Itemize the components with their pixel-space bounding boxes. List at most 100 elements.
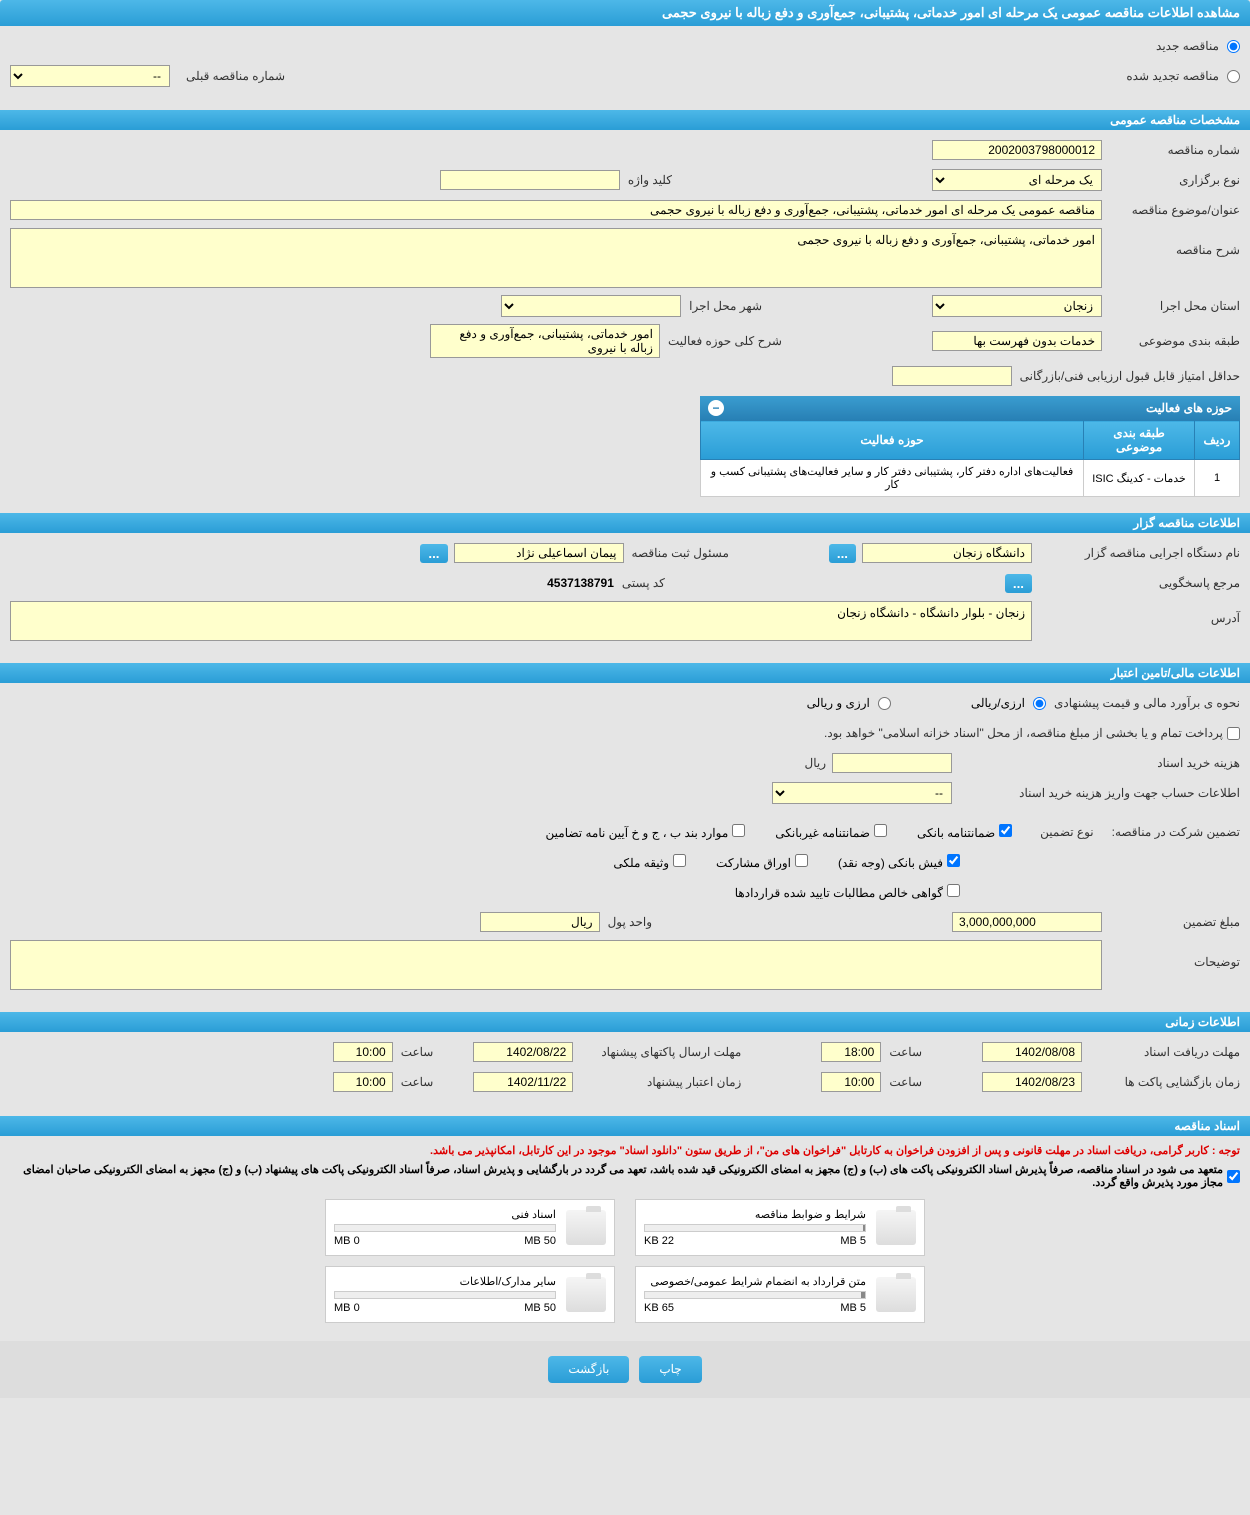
- select-account[interactable]: --: [772, 782, 952, 804]
- field-subject: مناقصه عمومی یک مرحله ای امور خدماتی، پش…: [10, 200, 1102, 220]
- select-prev-number[interactable]: --: [10, 65, 170, 87]
- commitment-text: متعهد می شود در اسناد مناقصه، صرفاً پذیر…: [10, 1163, 1223, 1189]
- label-receive-time-lbl: ساعت: [889, 1045, 922, 1059]
- chk-property[interactable]: [673, 854, 686, 867]
- field-org-name: دانشگاه زنجان: [862, 543, 1032, 563]
- field-responsible: پیمان اسماعیلی نژاد: [454, 543, 624, 563]
- label-notes: توضیحات: [1110, 940, 1240, 969]
- chk-securities[interactable]: [795, 854, 808, 867]
- label-doc-cost: هزینه خرید اسناد: [960, 756, 1240, 770]
- field-postal: 4537138791: [547, 576, 614, 590]
- label-rial-option: ارزی/ریالی: [971, 696, 1025, 710]
- field-open-date: 1402/08/23: [982, 1072, 1082, 1092]
- field-submit-date: 1402/08/22: [473, 1042, 573, 1062]
- file1-total: 5 MB: [840, 1235, 866, 1247]
- label-open-time-lbl: ساعت: [889, 1075, 922, 1089]
- chk-nonbank[interactable]: [874, 824, 887, 837]
- label-responsible: مسئول ثبت مناقصه: [632, 546, 729, 560]
- label-min-score: حداقل امتیاز قابل قبول ارزیابی فنی/بازرگ…: [1020, 369, 1240, 383]
- chk-cases[interactable]: [732, 824, 745, 837]
- label-number: شماره مناقصه: [1110, 143, 1240, 157]
- select-city[interactable]: [501, 295, 681, 317]
- field-activity-desc: امور خدماتی، پشتیبانی، جمع‌آوری و دفع زب…: [430, 324, 660, 358]
- label-validity: زمان اعتبار پیشنهاد: [581, 1075, 741, 1089]
- chk-receipt[interactable]: [947, 854, 960, 867]
- label-account: اطلاعات حساب جهت واریز هزینه خرید اسناد: [960, 786, 1240, 800]
- label-unit: واحد پول: [608, 915, 652, 929]
- print-button[interactable]: چاپ: [639, 1356, 701, 1383]
- label-subject: عنوان/موضوع مناقصه: [1110, 203, 1240, 217]
- label-guarantee: تضمین شرکت در مناقصه:: [1112, 825, 1240, 839]
- file1-title: شرایط و ضوابط مناقصه: [644, 1208, 866, 1221]
- file-box-2[interactable]: اسناد فنی 50 MB 0 MB: [325, 1199, 615, 1256]
- label-renewed-tender: مناقصه تجدید شده: [1126, 69, 1219, 83]
- field-amount: 3,000,000,000: [952, 912, 1102, 932]
- select-province[interactable]: زنجان: [932, 295, 1102, 317]
- label-activity-desc: شرح کلی حوزه فعالیت: [668, 334, 782, 348]
- file-box-4[interactable]: سایر مدارک/اطلاعات 50 MB 0 MB: [325, 1266, 615, 1323]
- label-postal: کد پستی: [622, 576, 665, 590]
- label-chk-securities: اوراق مشارکت: [716, 856, 791, 870]
- label-chk-receipt: فیش بانکی (وجه نقد): [838, 856, 943, 870]
- select-holding-type[interactable]: یک مرحله ای: [932, 169, 1102, 191]
- th-row: ردیف: [1195, 421, 1240, 460]
- activities-header: حوزه های فعالیت −: [700, 396, 1240, 420]
- file-box-1[interactable]: شرایط و ضوابط مناقصه 5 MB 22 KB: [635, 1199, 925, 1256]
- field-open-time: 10:00: [821, 1072, 881, 1092]
- folder-icon: [876, 1277, 916, 1312]
- file-box-3[interactable]: متن قرارداد به انضمام شرایط عمومی/خصوصی …: [635, 1266, 925, 1323]
- back-button[interactable]: بازگشت: [548, 1356, 629, 1383]
- label-province: استان محل اجرا: [1110, 299, 1240, 313]
- section-general: مشخصات مناقصه عمومی: [0, 110, 1250, 130]
- label-estimate: نحوه ی برآورد مالی و قیمت پیشنهادی: [1054, 696, 1240, 710]
- section-timing: اطلاعات زمانی: [0, 1012, 1250, 1032]
- label-org-name: نام دستگاه اجرایی مناقصه گزار: [1040, 546, 1240, 560]
- file2-title: اسناد فنی: [334, 1208, 556, 1221]
- field-category: خدمات بدون فهرست بها: [932, 331, 1102, 351]
- chk-certificate[interactable]: [947, 884, 960, 897]
- field-validity-date: 1402/11/22: [473, 1072, 573, 1092]
- reference-lookup-button[interactable]: ...: [1005, 574, 1032, 593]
- radio-renewed-tender[interactable]: [1227, 70, 1240, 83]
- th-category: طبقه بندی موضوعی: [1084, 421, 1195, 460]
- org-lookup-button[interactable]: ...: [829, 544, 856, 563]
- radio-rial[interactable]: [1033, 697, 1046, 710]
- field-notes: [10, 940, 1102, 990]
- file2-used: 0 MB: [334, 1235, 360, 1247]
- section-financial: اطلاعات مالی/تامین اعتبار: [0, 663, 1250, 683]
- label-address: آدرس: [1040, 601, 1240, 625]
- label-reference: مرجع پاسخگویی: [1040, 576, 1240, 590]
- file2-total: 50 MB: [524, 1235, 556, 1247]
- radio-currency[interactable]: [878, 697, 891, 710]
- folder-icon: [566, 1277, 606, 1312]
- label-submit-deadline: مهلت ارسال پاکتهای پیشنهاد: [581, 1045, 741, 1059]
- label-chk-bank: ضمانتنامه بانکی: [917, 826, 995, 840]
- checkbox-treasury[interactable]: [1227, 727, 1240, 740]
- file4-title: سایر مدارک/اطلاعات: [334, 1275, 556, 1288]
- label-receive-deadline: مهلت دریافت اسناد: [1090, 1045, 1240, 1059]
- activities-table: ردیف طبقه بندی موضوعی حوزه فعالیت 1 خدما…: [700, 420, 1240, 497]
- collapse-icon[interactable]: −: [708, 400, 724, 416]
- radio-new-tender[interactable]: [1227, 40, 1240, 53]
- label-chk-nonbank: ضمانتنامه غیربانکی: [775, 826, 870, 840]
- chk-bank[interactable]: [999, 824, 1012, 837]
- label-description: شرح مناقصه: [1110, 228, 1240, 257]
- field-unit: ریال: [480, 912, 600, 932]
- responsible-lookup-button[interactable]: ...: [420, 544, 447, 563]
- file3-title: متن قرارداد به انضمام شرایط عمومی/خصوصی: [644, 1275, 866, 1288]
- table-row: 1 خدمات - کدینگ ISIC فعالیت‌های اداره دف…: [701, 460, 1240, 497]
- label-chk-cases: موارد بند ب ، ج و خ آیین نامه تضامین: [546, 826, 729, 840]
- checkbox-commitment[interactable]: [1227, 1170, 1240, 1183]
- field-submit-time: 10:00: [333, 1042, 393, 1062]
- field-validity-time: 10:00: [333, 1072, 393, 1092]
- file3-used: 65 KB: [644, 1302, 674, 1314]
- label-currency-option: ارزی و ریالی: [807, 696, 870, 710]
- field-receive-time: 18:00: [821, 1042, 881, 1062]
- label-guarantee-type: نوع تضمین: [1040, 825, 1093, 839]
- folder-icon: [876, 1210, 916, 1245]
- section-documents: اسناد مناقصه: [0, 1116, 1250, 1136]
- label-prev-number: شماره مناقصه قبلی: [186, 69, 285, 83]
- section-organizer: اطلاعات مناقصه گزار: [0, 513, 1250, 533]
- label-rial-unit: ریال: [804, 756, 826, 770]
- file3-total: 5 MB: [840, 1302, 866, 1314]
